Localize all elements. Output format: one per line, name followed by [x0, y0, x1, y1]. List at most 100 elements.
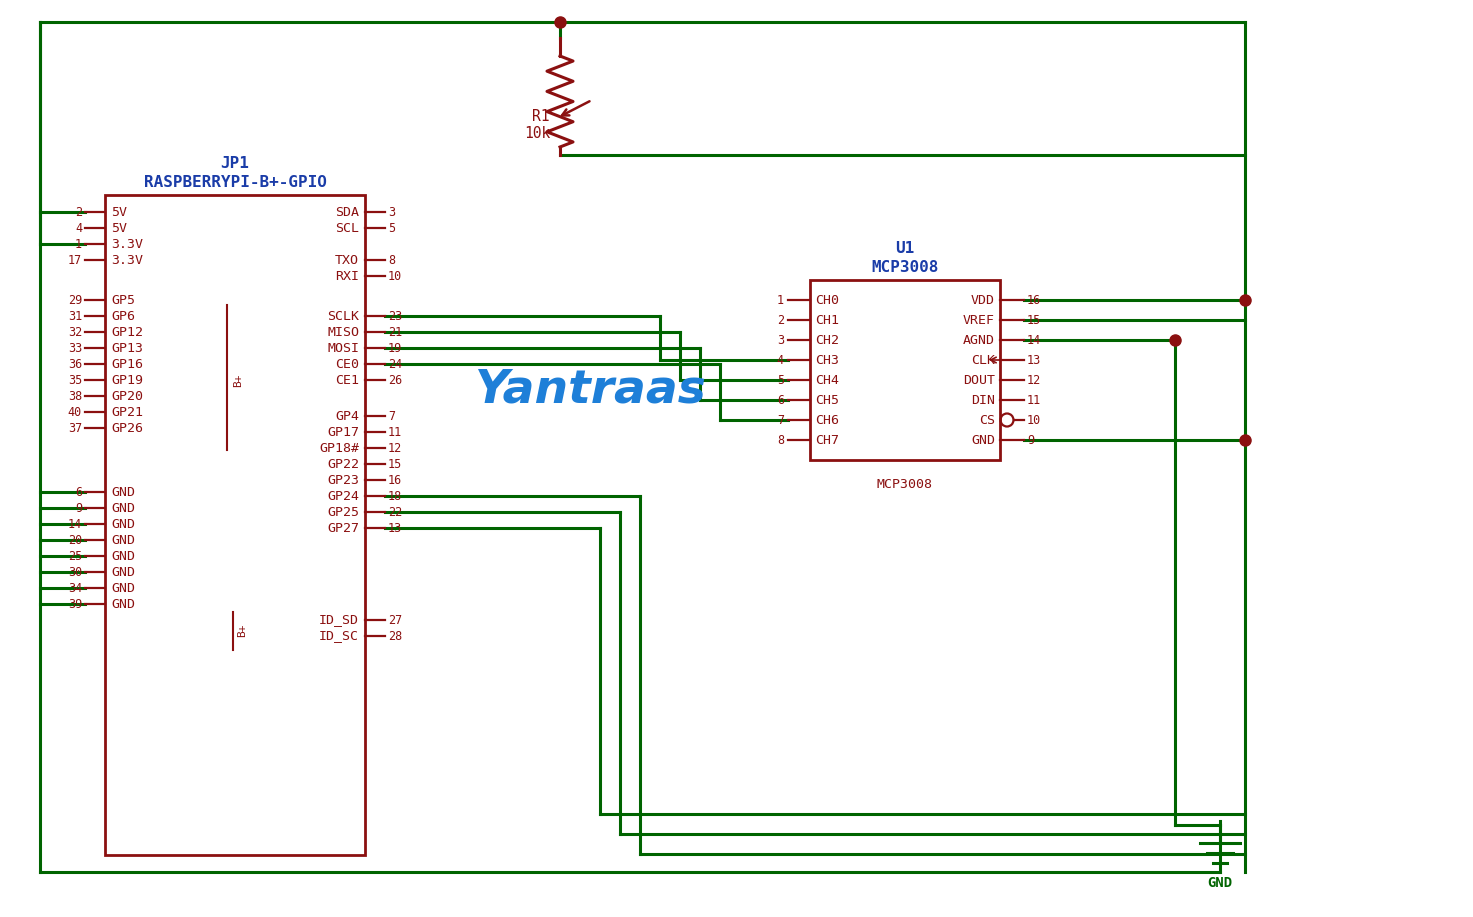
Text: GP19: GP19 — [110, 373, 143, 386]
Text: 24: 24 — [387, 358, 402, 370]
Text: 25: 25 — [68, 549, 82, 562]
Text: GP20: GP20 — [110, 390, 143, 403]
Text: GND: GND — [110, 485, 136, 499]
Text: MISO: MISO — [327, 326, 359, 338]
Text: 37: 37 — [68, 422, 82, 435]
Text: JP1
RASPBERRYPI-B+-GPIO: JP1 RASPBERRYPI-B+-GPIO — [143, 157, 327, 190]
Text: GND: GND — [110, 534, 136, 547]
Text: 16: 16 — [387, 473, 402, 487]
Text: U1
MCP3008: U1 MCP3008 — [872, 241, 938, 275]
Text: CH3: CH3 — [815, 353, 840, 367]
Text: 6: 6 — [75, 485, 82, 499]
Text: MCP3008: MCP3008 — [876, 478, 932, 491]
Text: 20: 20 — [68, 534, 82, 547]
Text: Yantraas: Yantraas — [474, 368, 706, 413]
Text: 7: 7 — [776, 414, 784, 426]
Text: GP21: GP21 — [110, 405, 143, 418]
Text: GND: GND — [971, 434, 994, 447]
Text: SCLK: SCLK — [327, 310, 359, 323]
Text: GP12: GP12 — [110, 326, 143, 338]
Text: 11: 11 — [387, 425, 402, 438]
Text: CLK: CLK — [971, 353, 994, 367]
Text: 5V: 5V — [110, 205, 127, 218]
Text: CH7: CH7 — [815, 434, 840, 447]
Text: DIN: DIN — [971, 393, 994, 406]
Text: CH5: CH5 — [815, 393, 840, 406]
Text: CH4: CH4 — [815, 373, 840, 386]
Text: 26: 26 — [387, 373, 402, 386]
Text: 36: 36 — [68, 358, 82, 370]
Text: GND: GND — [110, 566, 136, 579]
Text: 18: 18 — [387, 490, 402, 503]
Text: 28: 28 — [387, 629, 402, 643]
Text: CH6: CH6 — [815, 414, 840, 426]
Text: CH2: CH2 — [815, 334, 840, 347]
Text: 15: 15 — [1027, 314, 1041, 326]
Text: 3: 3 — [387, 205, 395, 218]
Text: 13: 13 — [387, 522, 402, 535]
Text: B+: B+ — [237, 624, 247, 636]
Text: 5V: 5V — [110, 222, 127, 235]
Text: ID_SD: ID_SD — [320, 613, 359, 626]
Text: 8: 8 — [387, 253, 395, 267]
Text: GP17: GP17 — [327, 425, 359, 438]
Text: 3: 3 — [776, 334, 784, 347]
Text: GND: GND — [110, 549, 136, 562]
Text: GND: GND — [110, 598, 136, 611]
Text: SCL: SCL — [334, 222, 359, 235]
Text: 30: 30 — [68, 566, 82, 579]
Text: 10: 10 — [1027, 414, 1041, 426]
Text: 34: 34 — [68, 581, 82, 594]
Text: GND: GND — [110, 517, 136, 531]
Text: GP18#: GP18# — [320, 441, 359, 455]
Text: 27: 27 — [387, 613, 402, 626]
Text: GP5: GP5 — [110, 293, 136, 306]
Text: 39: 39 — [68, 598, 82, 611]
Text: B+: B+ — [233, 373, 243, 387]
Text: CH0: CH0 — [815, 293, 840, 306]
Text: DOUT: DOUT — [963, 373, 994, 386]
Text: 31: 31 — [68, 310, 82, 323]
Text: 40: 40 — [68, 405, 82, 418]
Text: 38: 38 — [68, 390, 82, 403]
Text: 6: 6 — [776, 393, 784, 406]
Text: 29: 29 — [68, 293, 82, 306]
Text: GP24: GP24 — [327, 490, 359, 503]
Text: VDD: VDD — [971, 293, 994, 306]
Text: RXI: RXI — [334, 270, 359, 282]
Text: AGND: AGND — [963, 334, 994, 347]
Text: VREF: VREF — [963, 314, 994, 326]
Bar — [810, 280, 1000, 460]
Text: GND: GND — [110, 502, 136, 514]
Text: 2: 2 — [776, 314, 784, 326]
Text: GP6: GP6 — [110, 310, 136, 323]
Text: GP13: GP13 — [110, 341, 143, 355]
Text: 32: 32 — [68, 326, 82, 338]
Text: CE1: CE1 — [334, 373, 359, 386]
Text: ID_SC: ID_SC — [320, 629, 359, 643]
Text: 17: 17 — [68, 253, 82, 267]
Text: 8: 8 — [776, 434, 784, 447]
Text: 33: 33 — [68, 341, 82, 355]
Text: CE0: CE0 — [334, 358, 359, 370]
Text: 11: 11 — [1027, 393, 1041, 406]
Text: 2: 2 — [75, 205, 82, 218]
Text: 10: 10 — [387, 270, 402, 282]
Text: 13: 13 — [1027, 353, 1041, 367]
Text: 15: 15 — [387, 458, 402, 470]
Text: GP27: GP27 — [327, 522, 359, 535]
Text: GND: GND — [110, 581, 136, 594]
Text: CH1: CH1 — [815, 314, 840, 326]
Text: 23: 23 — [387, 310, 402, 323]
Text: GP22: GP22 — [327, 458, 359, 470]
Text: 12: 12 — [387, 441, 402, 455]
Text: 9: 9 — [75, 502, 82, 514]
Text: 16: 16 — [1027, 293, 1041, 306]
Text: 35: 35 — [68, 373, 82, 386]
Text: 22: 22 — [387, 505, 402, 518]
Text: GP4: GP4 — [334, 410, 359, 423]
Text: GP25: GP25 — [327, 505, 359, 518]
Text: GND: GND — [1208, 876, 1233, 890]
Text: 14: 14 — [1027, 334, 1041, 347]
Text: GP16: GP16 — [110, 358, 143, 370]
